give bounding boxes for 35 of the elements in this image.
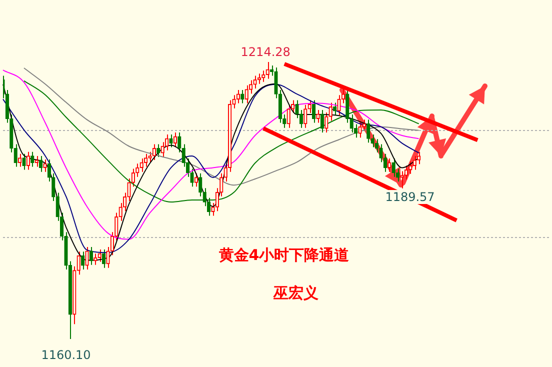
candlestick [194, 172, 198, 188]
candlestick [89, 246, 94, 266]
candlestick [76, 251, 80, 276]
candlestick [173, 132, 178, 148]
candlestick [30, 151, 34, 168]
annotation: 1189.57 [385, 190, 435, 204]
candlestick [304, 104, 308, 128]
candlestick [148, 151, 152, 163]
candlestick [244, 84, 248, 104]
candlestick [286, 104, 290, 128]
text: 1160.10 [41, 348, 91, 362]
candlestick [169, 134, 173, 148]
candlestick [328, 102, 332, 122]
candlestick [312, 100, 316, 124]
candlestick [412, 155, 416, 170]
candlestick [316, 109, 320, 124]
candlestick [18, 153, 22, 168]
candlestick [366, 119, 370, 144]
candlestick [266, 62, 270, 80]
candlestick [320, 109, 324, 133]
candlestick [22, 153, 26, 170]
annotation: 1214.28 [240, 45, 290, 59]
candlestick [358, 122, 362, 138]
candlestick [38, 155, 43, 172]
candlestick [337, 94, 341, 116]
candlestick [332, 102, 337, 116]
candlestick [85, 246, 89, 270]
candlestick [152, 144, 156, 161]
annotation: 巫宏义 [272, 284, 320, 302]
candlestick [34, 155, 38, 168]
candlestick [26, 151, 30, 170]
candlestick [308, 100, 312, 114]
text: 黄金4小时下降通道 [218, 246, 350, 264]
candlestick [43, 159, 47, 172]
candlestick [47, 159, 52, 182]
